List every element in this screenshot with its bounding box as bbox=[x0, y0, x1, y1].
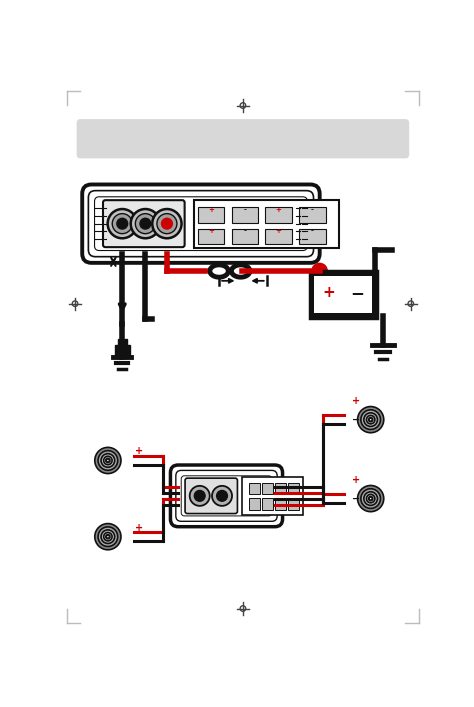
Text: -: - bbox=[311, 228, 314, 234]
Circle shape bbox=[366, 494, 375, 503]
FancyBboxPatch shape bbox=[242, 477, 303, 515]
FancyBboxPatch shape bbox=[185, 478, 237, 513]
FancyBboxPatch shape bbox=[77, 119, 409, 158]
Circle shape bbox=[366, 416, 375, 423]
FancyBboxPatch shape bbox=[198, 207, 224, 223]
Circle shape bbox=[369, 497, 372, 500]
Circle shape bbox=[194, 491, 205, 501]
FancyBboxPatch shape bbox=[275, 498, 286, 510]
FancyBboxPatch shape bbox=[232, 229, 258, 245]
Circle shape bbox=[106, 534, 110, 539]
Circle shape bbox=[95, 524, 121, 550]
Circle shape bbox=[364, 413, 377, 426]
Text: +: + bbox=[352, 396, 361, 407]
FancyBboxPatch shape bbox=[288, 483, 299, 494]
Circle shape bbox=[108, 209, 137, 238]
Text: +: + bbox=[208, 228, 214, 234]
FancyBboxPatch shape bbox=[310, 271, 377, 317]
Circle shape bbox=[212, 486, 232, 506]
FancyBboxPatch shape bbox=[265, 207, 292, 223]
FancyBboxPatch shape bbox=[314, 276, 372, 313]
FancyBboxPatch shape bbox=[262, 483, 273, 494]
FancyBboxPatch shape bbox=[262, 498, 273, 510]
Circle shape bbox=[357, 407, 384, 433]
Text: +: + bbox=[208, 207, 214, 213]
Text: +: + bbox=[323, 286, 336, 300]
Text: +: + bbox=[135, 446, 143, 456]
Circle shape bbox=[98, 527, 118, 547]
Circle shape bbox=[117, 218, 128, 229]
Circle shape bbox=[104, 532, 112, 541]
FancyBboxPatch shape bbox=[300, 229, 326, 245]
Text: -: - bbox=[243, 228, 246, 234]
Circle shape bbox=[98, 450, 118, 470]
Text: +: + bbox=[352, 475, 361, 485]
Circle shape bbox=[101, 530, 115, 544]
Circle shape bbox=[140, 218, 151, 229]
FancyBboxPatch shape bbox=[194, 200, 339, 247]
FancyBboxPatch shape bbox=[82, 185, 319, 263]
Text: +: + bbox=[135, 522, 143, 532]
Text: -: - bbox=[243, 207, 246, 213]
Circle shape bbox=[157, 214, 177, 234]
FancyBboxPatch shape bbox=[103, 200, 185, 247]
Circle shape bbox=[136, 214, 155, 234]
Circle shape bbox=[369, 419, 372, 421]
FancyBboxPatch shape bbox=[249, 498, 260, 510]
Circle shape bbox=[107, 535, 109, 538]
Circle shape bbox=[364, 492, 377, 506]
Circle shape bbox=[152, 209, 182, 238]
Circle shape bbox=[162, 218, 173, 229]
FancyBboxPatch shape bbox=[265, 229, 292, 245]
FancyBboxPatch shape bbox=[115, 346, 130, 356]
FancyBboxPatch shape bbox=[171, 465, 283, 527]
Circle shape bbox=[357, 486, 384, 512]
Circle shape bbox=[112, 214, 132, 234]
Circle shape bbox=[217, 491, 228, 501]
Circle shape bbox=[104, 456, 112, 464]
Text: +: + bbox=[275, 228, 282, 234]
FancyBboxPatch shape bbox=[198, 229, 224, 245]
Circle shape bbox=[101, 454, 115, 467]
FancyBboxPatch shape bbox=[232, 207, 258, 223]
Text: −: − bbox=[135, 460, 143, 470]
FancyBboxPatch shape bbox=[275, 483, 286, 494]
Text: -: - bbox=[311, 207, 314, 213]
FancyBboxPatch shape bbox=[300, 207, 326, 223]
Text: −: − bbox=[350, 284, 365, 302]
Circle shape bbox=[369, 418, 373, 422]
Circle shape bbox=[361, 410, 381, 429]
Circle shape bbox=[361, 489, 381, 508]
Circle shape bbox=[190, 486, 210, 506]
Circle shape bbox=[312, 263, 327, 279]
Circle shape bbox=[95, 448, 121, 474]
FancyBboxPatch shape bbox=[288, 498, 299, 510]
Text: −: − bbox=[352, 493, 361, 503]
FancyBboxPatch shape bbox=[249, 483, 260, 494]
Circle shape bbox=[107, 459, 109, 462]
Text: −: − bbox=[135, 537, 143, 547]
Circle shape bbox=[369, 496, 373, 501]
Circle shape bbox=[131, 209, 160, 238]
Text: −: − bbox=[352, 415, 361, 425]
Text: +: + bbox=[275, 207, 282, 213]
Circle shape bbox=[106, 458, 110, 462]
FancyBboxPatch shape bbox=[118, 339, 127, 356]
